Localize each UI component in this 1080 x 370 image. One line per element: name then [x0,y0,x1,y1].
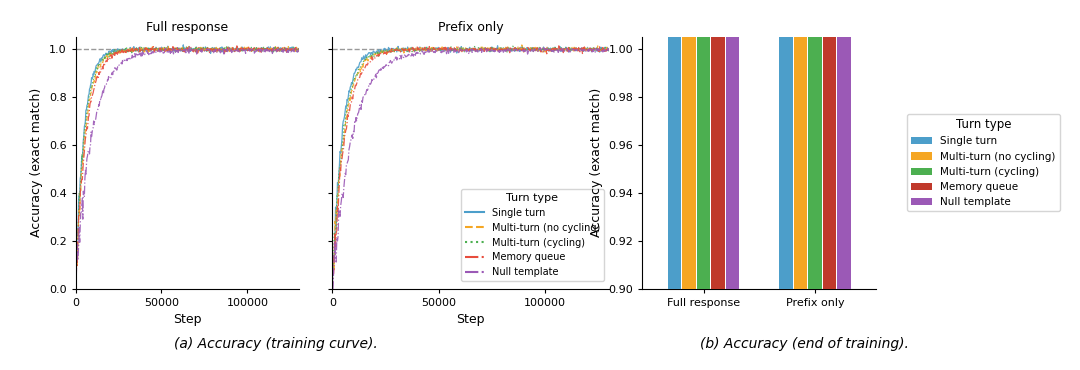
Bar [780,0,793,289]
Legend: Single turn, Multi-turn (no cycling), Multi-turn (cycling), Memory queue, Null t: Single turn, Multi-turn (no cycling), Mu… [461,189,604,281]
Bar [794,0,807,289]
X-axis label: Step: Step [173,313,202,326]
Bar [808,0,822,289]
Title: Full response: Full response [146,21,228,34]
Bar [837,0,851,289]
Title: Prefix only: Prefix only [437,21,503,34]
Bar [823,0,836,289]
Legend: Single turn, Multi-turn (no cycling), Multi-turn (cycling), Memory queue, Null t: Single turn, Multi-turn (no cycling), Mu… [907,114,1059,212]
Text: (a) Accuracy (training curve).: (a) Accuracy (training curve). [174,337,377,351]
Bar [726,0,739,289]
Y-axis label: Accuracy (exact match): Accuracy (exact match) [590,88,603,238]
Y-axis label: Accuracy (exact match): Accuracy (exact match) [30,88,43,238]
Bar [667,0,681,289]
Bar [683,0,696,289]
Bar [697,0,711,289]
X-axis label: Step: Step [457,313,485,326]
Bar [712,0,725,289]
Text: (b) Accuracy (end of training).: (b) Accuracy (end of training). [700,337,909,351]
